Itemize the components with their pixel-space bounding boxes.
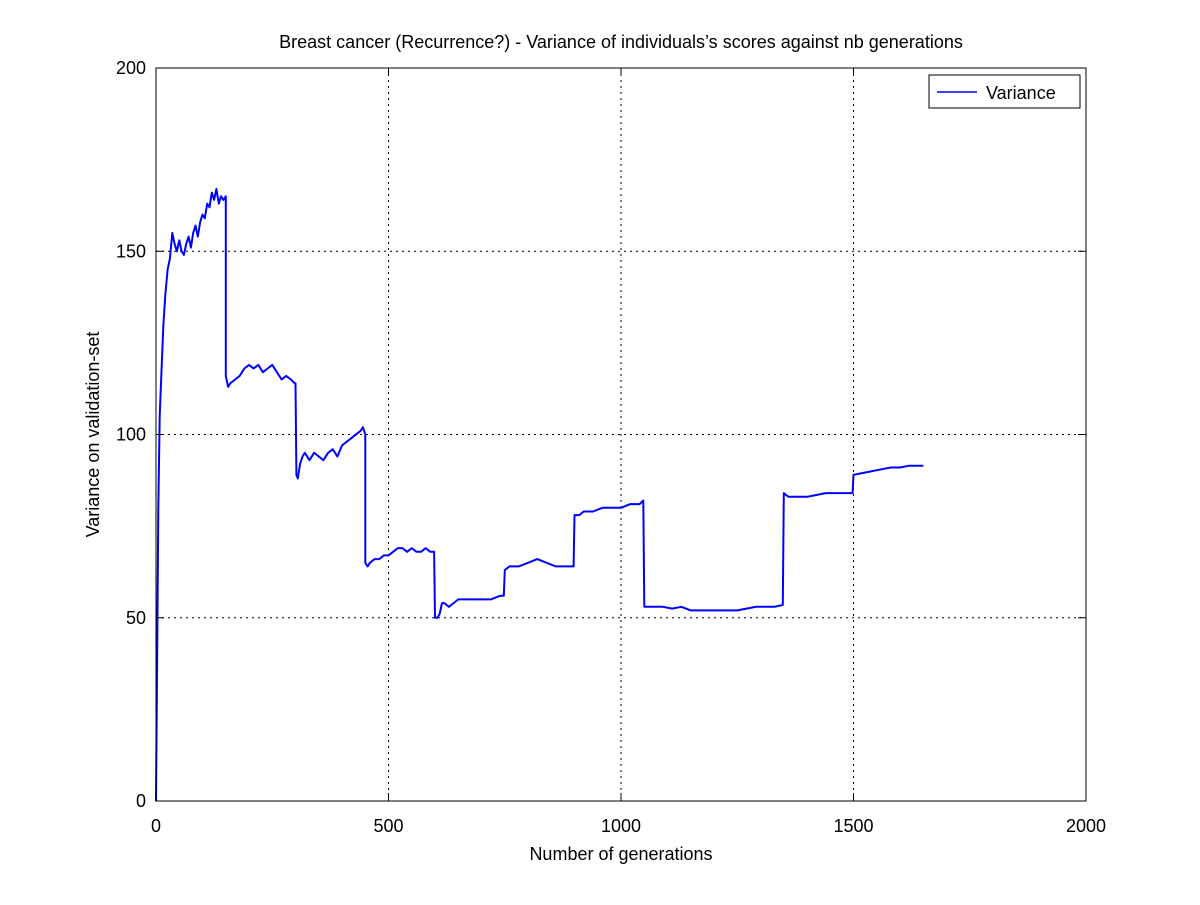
legend-label-variance: Variance — [986, 83, 1056, 103]
legend: Variance — [928, 74, 1081, 109]
x-tick-label-500: 500 — [373, 816, 403, 836]
y-tick-label-50: 50 — [126, 608, 146, 628]
axis-ticks: 0 500 1000 1500 2000 0 50 100 150 200 — [116, 58, 1106, 836]
y-axis-label: Variance on validation-set — [83, 332, 103, 538]
y-tick-label-150: 150 — [116, 241, 146, 261]
grid-lines — [156, 68, 1086, 801]
y-tick-label-100: 100 — [116, 425, 146, 445]
x-tick-label-1000: 1000 — [601, 816, 641, 836]
y-tick-label-200: 200 — [116, 58, 146, 78]
series-layer — [155, 187, 924, 802]
x-tick-label-1500: 1500 — [833, 816, 873, 836]
x-tick-label-2000: 2000 — [1066, 816, 1106, 836]
x-axis-label: Number of generations — [529, 844, 712, 864]
series-line-variance — [155, 187, 924, 802]
x-tick-label-0: 0 — [151, 816, 161, 836]
y-tick-label-0: 0 — [136, 791, 146, 811]
chart-title: Breast cancer (Recurrence?) - Variance o… — [279, 32, 963, 52]
